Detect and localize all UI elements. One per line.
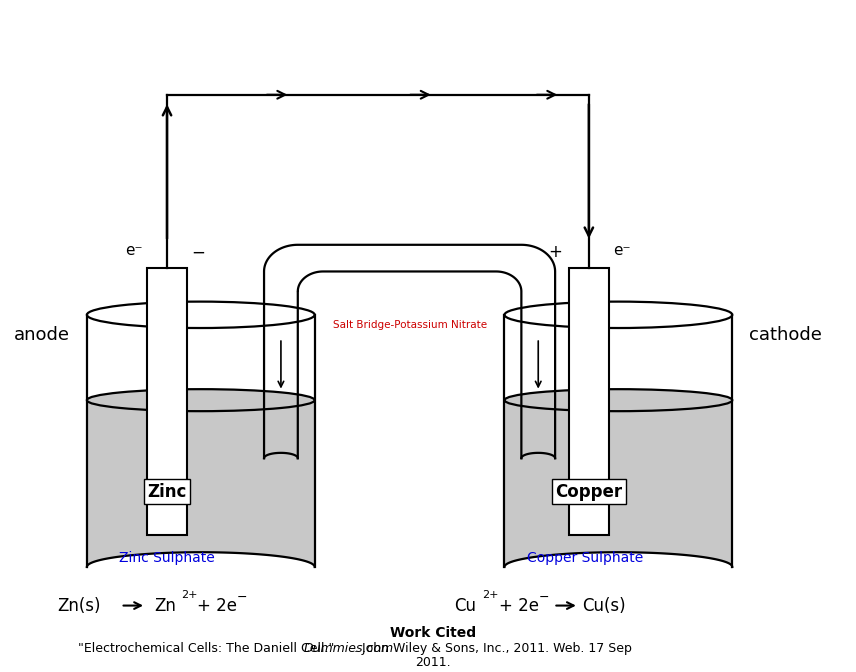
Text: Cu: Cu (454, 597, 476, 615)
Text: e⁻: e⁻ (125, 243, 143, 258)
Bar (568, 268, 609, 535)
Text: cathode: cathode (749, 326, 822, 344)
Text: 2+: 2+ (181, 590, 198, 600)
Text: −: − (237, 591, 247, 604)
Text: Cu(s): Cu(s) (582, 597, 626, 615)
Text: +: + (548, 243, 562, 261)
Bar (146, 268, 187, 535)
Text: Copper Sulphate: Copper Sulphate (526, 551, 643, 565)
Text: + 2e: + 2e (498, 597, 538, 615)
Text: Copper: Copper (556, 482, 622, 501)
Text: "Electrochemical Cells: The Daniell Cell.": "Electrochemical Cells: The Daniell Cell… (79, 642, 339, 655)
Text: Zn: Zn (154, 597, 176, 615)
Text: 2+: 2+ (482, 590, 498, 600)
Text: −: − (192, 243, 205, 261)
Ellipse shape (86, 389, 315, 411)
Text: anode: anode (14, 326, 70, 344)
Text: . John Wiley & Sons, Inc., 2011. Web. 17 Sep: . John Wiley & Sons, Inc., 2011. Web. 17… (354, 642, 633, 655)
Polygon shape (504, 400, 732, 567)
Polygon shape (86, 400, 315, 567)
Text: Dummies.com: Dummies.com (303, 642, 394, 655)
Text: Zn(s): Zn(s) (57, 597, 101, 615)
Text: Salt Bridge-Potassium Nitrate: Salt Bridge-Potassium Nitrate (332, 320, 487, 330)
Text: Zinc Sulphate: Zinc Sulphate (119, 551, 215, 565)
Text: e⁻: e⁻ (614, 243, 631, 258)
Text: 2011.: 2011. (415, 657, 450, 669)
Text: Work Cited: Work Cited (389, 626, 476, 640)
Text: + 2e: + 2e (197, 597, 236, 615)
Text: −: − (538, 591, 549, 604)
Text: Zinc: Zinc (147, 482, 187, 501)
Ellipse shape (504, 389, 732, 411)
